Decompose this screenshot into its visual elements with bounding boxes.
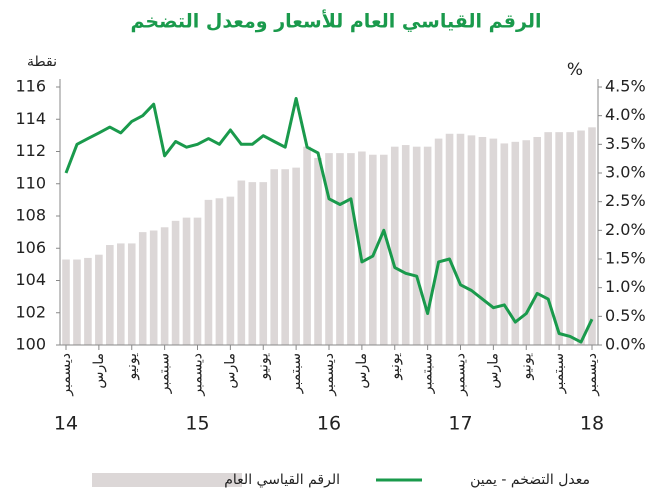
bar xyxy=(248,182,257,345)
bar xyxy=(478,136,487,345)
bar xyxy=(138,232,147,345)
y-tick-label: 102 xyxy=(15,302,46,321)
bar xyxy=(270,169,279,345)
y-tick-label: 106 xyxy=(15,238,46,257)
x-tick-label: ديسمبر xyxy=(321,353,337,397)
x-tick-label: ديسمبر xyxy=(190,353,206,397)
bar xyxy=(489,138,498,345)
y-tick-label: 108 xyxy=(15,206,46,225)
chart-title: الرقم القياسي العام للأسعار ومعدل التضخم xyxy=(131,10,542,33)
legend-label: الرقم القياسي العام xyxy=(224,472,340,488)
line xyxy=(64,97,594,344)
x-tick-label: يونيو xyxy=(387,353,403,381)
bar xyxy=(379,154,388,345)
bar xyxy=(62,259,70,345)
x-tick-label: ديسمبر xyxy=(58,353,74,397)
x-tick-label: يونيو xyxy=(518,353,534,381)
bar xyxy=(95,254,103,345)
y2-tick-label: 3.0% xyxy=(605,163,646,182)
bar xyxy=(160,227,169,345)
y-tick-label: 104 xyxy=(15,270,46,289)
legend-swatch xyxy=(92,473,242,487)
y-tick-label: 112 xyxy=(15,141,46,160)
bar xyxy=(555,132,563,345)
year-label: 16 xyxy=(317,413,341,435)
y2-tick-label: 4.5% xyxy=(605,77,646,96)
bar xyxy=(281,169,289,345)
bar xyxy=(588,127,596,345)
bar xyxy=(204,199,213,345)
bar xyxy=(292,167,300,345)
bar xyxy=(182,217,191,345)
y-tick-label: 116 xyxy=(15,77,46,96)
bar xyxy=(412,146,421,345)
bar xyxy=(116,243,125,345)
bar xyxy=(127,243,136,345)
bar xyxy=(84,257,92,345)
bar xyxy=(149,230,158,345)
y-tick-label: 114 xyxy=(15,109,46,128)
y-tick-label: 100 xyxy=(15,335,46,354)
bar xyxy=(106,245,114,345)
x-tick-label: سبتمبر xyxy=(551,353,567,394)
bar xyxy=(303,146,311,345)
bar xyxy=(226,196,235,345)
legend-label: معدل التضخم - يمين xyxy=(470,472,590,488)
x-tick-label: مارس xyxy=(91,353,107,389)
bar xyxy=(347,153,355,345)
y2-tick-label: 0.5% xyxy=(605,306,646,325)
bar xyxy=(73,259,81,345)
bar xyxy=(369,154,377,345)
bar xyxy=(544,132,552,345)
x-tick-label: مارس xyxy=(485,353,501,389)
bar xyxy=(325,153,333,345)
bar xyxy=(215,198,224,345)
y-axis-label: نقطة xyxy=(27,54,57,70)
x-tick-label: يونيو xyxy=(124,353,140,381)
x-tick-label: مارس xyxy=(354,353,370,389)
bar xyxy=(193,217,202,345)
y2-tick-label: 0.0% xyxy=(605,335,646,354)
y2-tick-label: 2.0% xyxy=(605,220,646,239)
year-label: 15 xyxy=(185,413,209,435)
bar xyxy=(423,146,432,345)
bar xyxy=(237,180,246,345)
bar xyxy=(467,135,476,345)
bar xyxy=(401,145,410,345)
x-tick-label: ديسمبر xyxy=(453,353,469,397)
bar xyxy=(445,133,454,345)
y2-tick-label: 3.5% xyxy=(605,134,646,153)
bar xyxy=(358,151,366,345)
year-label: 14 xyxy=(54,413,78,435)
y2-tick-label: 1.5% xyxy=(605,249,646,268)
bar xyxy=(434,138,443,345)
bar xyxy=(259,182,268,345)
bar xyxy=(314,157,322,345)
bar xyxy=(500,143,509,345)
bar xyxy=(577,130,585,345)
x-tick-label: سبتمبر xyxy=(420,353,436,394)
y2-tick-label: 4.0% xyxy=(605,105,646,124)
x-tick-label: مارس xyxy=(222,353,238,389)
bar xyxy=(522,140,531,345)
bar xyxy=(511,141,520,345)
x-tick-label: سبتمبر xyxy=(288,353,304,394)
y2-tick-label: 1.0% xyxy=(605,277,646,296)
year-label: 17 xyxy=(448,413,472,435)
y2-tick-label: 2.5% xyxy=(605,191,646,210)
y2-axis-label: % xyxy=(567,60,583,80)
year-label: 18 xyxy=(580,413,604,435)
bar xyxy=(533,136,542,345)
x-tick-label: يونيو xyxy=(255,353,271,381)
bar xyxy=(566,132,574,345)
x-tick-label: ديسمبر xyxy=(584,353,600,397)
bar xyxy=(456,133,465,345)
y-tick-label: 110 xyxy=(15,173,46,192)
bar xyxy=(171,220,180,345)
bar xyxy=(336,153,344,345)
x-tick-label: سبتمبر xyxy=(157,353,173,394)
bar xyxy=(390,146,399,345)
